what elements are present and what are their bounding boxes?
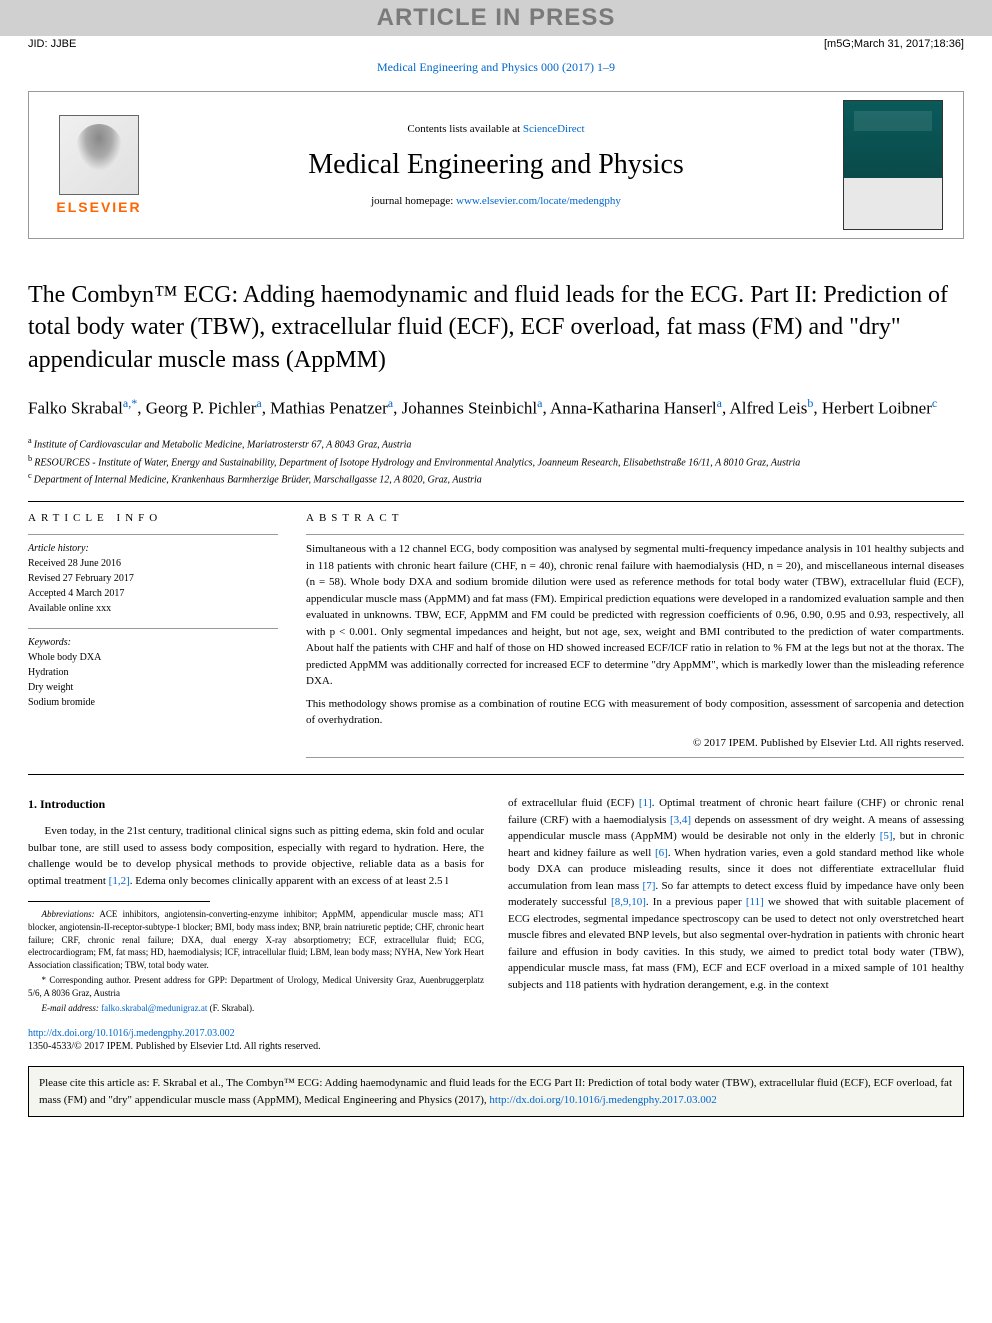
author: Herbert Loibner <box>822 399 932 418</box>
author-affil-link[interactable]: b <box>807 396 813 410</box>
journal-cover-thumb <box>843 100 943 230</box>
author: Georg P. Pichler <box>146 399 257 418</box>
article-title: The Combyn™ ECG: Adding haemodynamic and… <box>28 279 964 376</box>
doi-link[interactable]: http://dx.doi.org/10.1016/j.medengphy.20… <box>28 1028 235 1039</box>
cite-doi-link[interactable]: http://dx.doi.org/10.1016/j.medengphy.20… <box>489 1094 716 1106</box>
history-label: Article history: <box>28 541 278 556</box>
contents-line: Contents lists available at ScienceDirec… <box>179 123 813 135</box>
article-history: Article history: Received 28 June 2016 R… <box>28 541 278 616</box>
author-affil-link[interactable]: a,* <box>123 396 137 410</box>
abbreviations-footnote: Abbreviations: ACE inhibitors, angiotens… <box>28 908 484 971</box>
author: Johannes Steinbichl <box>402 399 538 418</box>
homepage-line: journal homepage: www.elsevier.com/locat… <box>179 195 813 207</box>
jid-right: [m5G;March 31, 2017;18:36] <box>824 38 964 50</box>
affiliation: c Department of Internal Medicine, Krank… <box>28 470 964 487</box>
abstract-col: abstract Simultaneous with a 12 channel … <box>306 512 964 764</box>
author-affil-link[interactable]: a <box>388 396 393 410</box>
keyword: Dry weight <box>28 680 278 695</box>
keyword: Sodium bromide <box>28 695 278 710</box>
abbrev-text: ACE inhibitors, angiotensin-converting-e… <box>28 909 484 969</box>
body-right-col: of extracellular fluid (ECF) [1]. Optima… <box>508 795 964 1018</box>
keyword: Hydration <box>28 665 278 680</box>
article-info-heading: article info <box>28 512 278 524</box>
jid-row: JID: JJBE [m5G;March 31, 2017;18:36] <box>0 36 992 52</box>
author: Falko Skrabal <box>28 399 123 418</box>
journal-name: Medical Engineering and Physics <box>179 149 813 181</box>
body-text: . Edema only becomes clinically apparent… <box>130 875 449 887</box>
divider <box>306 534 964 535</box>
citation-link[interactable]: [5] <box>880 830 893 842</box>
affiliation: a Institute of Cardiovascular and Metabo… <box>28 435 964 452</box>
divider <box>306 757 964 758</box>
corresponding-footnote: * Corresponding author. Present address … <box>28 974 484 999</box>
author-affil-link[interactable]: a <box>537 396 542 410</box>
email-label: E-mail address: <box>42 1003 102 1013</box>
author: Anna-Katharina Hanserl <box>550 399 717 418</box>
email-link[interactable]: falko.skrabal@medunigraz.at <box>101 1003 207 1013</box>
author-affil-link[interactable]: a <box>256 396 261 410</box>
body-columns: 1. Introduction Even today, in the 21st … <box>28 795 964 1018</box>
header-center: Contents lists available at ScienceDirec… <box>169 113 823 217</box>
abstract-copyright: © 2017 IPEM. Published by Elsevier Ltd. … <box>306 735 964 752</box>
journal-reference: Medical Engineering and Physics 000 (201… <box>0 52 992 83</box>
divider <box>28 501 964 502</box>
footnotes: Abbreviations: ACE inhibitors, angiotens… <box>28 908 484 1015</box>
body-para: Even today, in the 21st century, traditi… <box>28 823 484 889</box>
abstract-text: Simultaneous with a 12 channel ECG, body… <box>306 541 964 751</box>
email-footnote: E-mail address: falko.skrabal@medunigraz… <box>28 1002 484 1015</box>
history-line: Accepted 4 March 2017 <box>28 586 278 601</box>
journal-header: ELSEVIER Contents lists available at Sci… <box>28 91 964 239</box>
authors-line: Falko Skrabala,*, Georg P. Pichlera, Mat… <box>28 394 964 421</box>
history-line: Available online xxx <box>28 601 278 616</box>
email-suffix: (F. Skrabal). <box>207 1003 254 1013</box>
elsevier-text: ELSEVIER <box>56 199 141 215</box>
citation-link[interactable]: [11] <box>746 896 764 908</box>
history-line: Received 28 June 2016 <box>28 556 278 571</box>
footnote-separator <box>28 901 210 902</box>
sciencedirect-link[interactable]: ScienceDirect <box>523 123 585 135</box>
citation-link[interactable]: [6] <box>655 847 668 859</box>
author: Alfred Leis <box>730 399 808 418</box>
elsevier-tree-icon <box>59 115 139 195</box>
history-line: Revised 27 February 2017 <box>28 571 278 586</box>
info-abstract-grid: article info Article history: Received 2… <box>28 512 964 764</box>
affiliation: b RESOURCES - Institute of Water, Energy… <box>28 453 964 470</box>
section-heading: 1. Introduction <box>28 795 484 813</box>
citation-link[interactable]: [1] <box>639 797 652 809</box>
article-in-press-banner: ARTICLE IN PRESS <box>0 0 992 36</box>
author-affil-link[interactable]: a <box>717 396 722 410</box>
abbrev-label: Abbreviations: <box>42 909 95 919</box>
citation-link[interactable]: [1,2] <box>109 875 130 887</box>
issn-line: 1350-4533/© 2017 IPEM. Published by Else… <box>28 1041 964 1052</box>
cover-thumb-wrap <box>823 92 963 238</box>
jid-left: JID: JJBE <box>28 38 76 50</box>
cite-box: Please cite this article as: F. Skrabal … <box>28 1066 964 1117</box>
author: Mathias Penatzer <box>270 399 388 418</box>
article-info-col: article info Article history: Received 2… <box>28 512 278 764</box>
citation-link[interactable]: [7] <box>643 880 656 892</box>
keyword: Whole body DXA <box>28 650 278 665</box>
citation-link[interactable]: [8,9,10] <box>611 896 646 908</box>
body-para: of extracellular fluid (ECF) [1]. Optima… <box>508 795 964 993</box>
journal-ref-link[interactable]: Medical Engineering and Physics 000 (201… <box>377 60 615 74</box>
affiliations: a Institute of Cardiovascular and Metabo… <box>28 435 964 487</box>
elsevier-logo-block: ELSEVIER <box>29 105 169 225</box>
homepage-prefix: journal homepage: <box>371 195 456 207</box>
divider <box>28 534 278 535</box>
citation-link[interactable]: [3,4] <box>670 814 691 826</box>
doi-line: http://dx.doi.org/10.1016/j.medengphy.20… <box>28 1028 964 1039</box>
abstract-heading: abstract <box>306 512 964 524</box>
body-left-col: 1. Introduction Even today, in the 21st … <box>28 795 484 1018</box>
homepage-link[interactable]: www.elsevier.com/locate/medengphy <box>456 195 621 207</box>
keywords-label: Keywords: <box>28 635 278 650</box>
divider <box>28 628 278 629</box>
keywords-block: Keywords: Whole body DXA Hydration Dry w… <box>28 635 278 710</box>
divider <box>28 774 964 775</box>
contents-prefix: Contents lists available at <box>407 123 522 135</box>
author-affil-link[interactable]: c <box>932 396 937 410</box>
abstract-para: This methodology shows promise as a comb… <box>306 696 964 729</box>
abstract-para: Simultaneous with a 12 channel ECG, body… <box>306 541 964 690</box>
